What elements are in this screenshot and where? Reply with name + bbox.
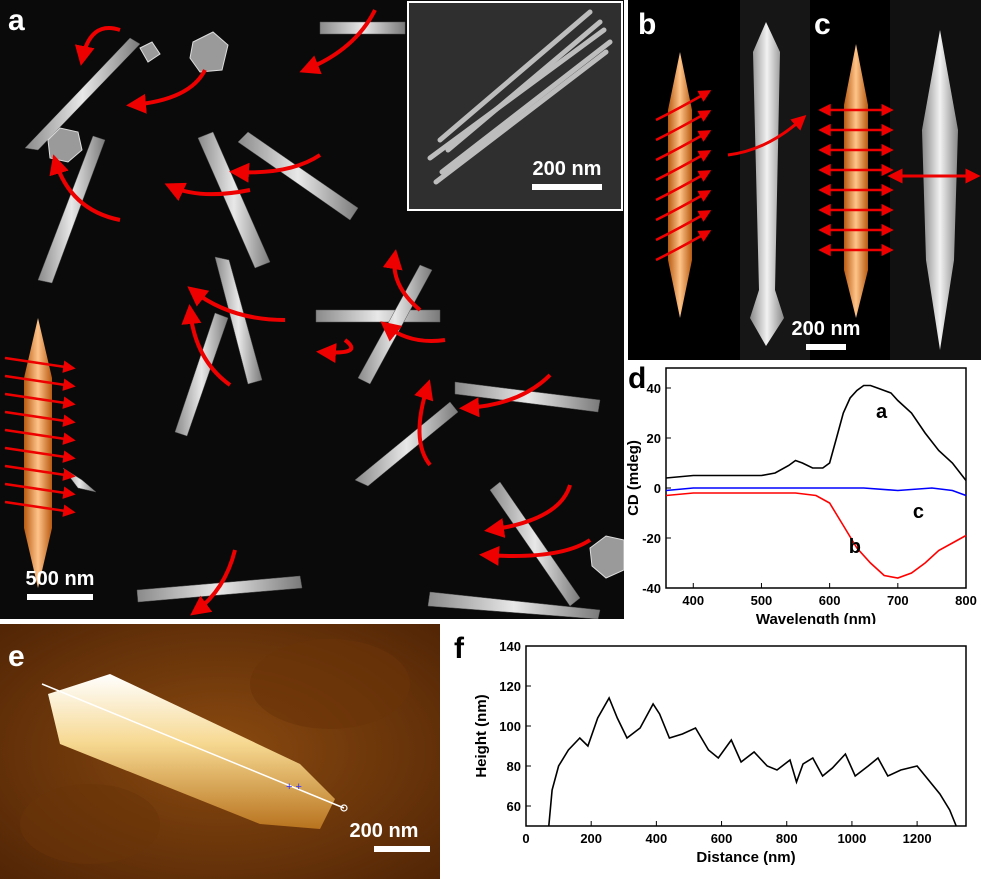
panel-a-label: a <box>8 4 25 37</box>
panel-c-scale-line <box>806 344 846 350</box>
chiral-rod-cartoon <box>4 318 76 588</box>
series-line-0 <box>548 696 957 827</box>
series-line-b <box>665 492 967 579</box>
x-tick-label: 400 <box>646 831 668 846</box>
panel-a-inset-scale-line <box>532 184 602 190</box>
panel-a-scale-text: 500 nm <box>25 568 95 590</box>
x-axis-label: Wavelength (nm) <box>756 611 876 624</box>
x-tick-label: 800 <box>955 593 977 608</box>
panel-e-scale-text: 200 nm <box>349 820 419 842</box>
panel-e-scale-line <box>374 846 430 852</box>
panel-c-scale-text: 200 nm <box>791 318 861 340</box>
y-tick-label: 140 <box>499 639 521 654</box>
panel-e-scale-bar: 200 nm <box>334 820 434 852</box>
series-line-c <box>665 487 967 497</box>
x-tick-label: 500 <box>751 593 773 608</box>
height-profile-svg: 0 200 400 600 800 1000 1200 60 80 100 120 140 Distan… <box>473 639 967 866</box>
y-tick-label: 80 <box>507 759 521 774</box>
nanoparticles <box>47 31 624 579</box>
panel-e-label: e <box>8 640 25 673</box>
panel-a-inset <box>407 1 623 211</box>
panel-c-label: c <box>814 8 831 41</box>
panel-a-drawing <box>4 1 624 619</box>
y-axis-label: CD (mdeg) <box>625 440 642 516</box>
x-tick-label: 600 <box>711 831 733 846</box>
panel-bc-tem-image: b c 200 nm <box>628 0 981 360</box>
y-tick-label: 20 <box>647 431 661 446</box>
series-label-c: c <box>913 501 924 523</box>
x-tick-label: 800 <box>776 831 798 846</box>
x-tick-label: 1200 <box>903 831 932 846</box>
panel-c-scale-bar: 200 nm <box>776 318 876 350</box>
x-axis-label: Distance (nm) <box>696 849 795 866</box>
y-tick-label: 100 <box>499 719 521 734</box>
panel-b-label: b <box>638 8 657 41</box>
cd-spectrum-svg: 400 500 600 700 800 -40 -20 0 20 40 Wavelength (nm… <box>625 367 977 624</box>
afm-profile-line <box>41 683 345 809</box>
panel-d-cd-chart: 400 500 600 700 800 -40 -20 0 20 40 Wavelength (nm… <box>624 362 981 625</box>
y-tick-label: -40 <box>642 581 661 596</box>
series-label-b: b <box>849 536 861 558</box>
svg-text:+ +: + + <box>286 781 302 793</box>
panel-a-sem-image: a 200 nm 500 nm <box>0 0 624 619</box>
x-tick-label: 200 <box>580 831 602 846</box>
x-tick-label: 1000 <box>837 831 866 846</box>
series-label-a: a <box>876 401 888 423</box>
plot-frame <box>525 645 967 827</box>
y-tick-label: 40 <box>647 381 661 396</box>
panel-f-height-chart: 0 200 400 600 800 1000 1200 60 80 100 120 140 Distan… <box>446 626 981 879</box>
panel-f-label: f <box>454 632 464 665</box>
panel-a-inset-scale-bar: 200 nm <box>522 158 612 190</box>
panel-a-inset-scale-text: 200 nm <box>532 158 602 180</box>
panel-e-drawing: + + <box>0 624 440 879</box>
plot-frame <box>665 367 967 589</box>
panel-e-afm-image: + + e 200 nm <box>0 624 440 879</box>
y-tick-label: 0 <box>654 481 661 496</box>
x-tick-label: 0 <box>522 831 529 846</box>
y-axis-label: Height (nm) <box>473 694 490 777</box>
panel-a-scale-line <box>27 594 93 600</box>
rotation-arrows <box>49 9 592 616</box>
y-tick-label: 120 <box>499 679 521 694</box>
panel-d-label: d <box>628 362 647 395</box>
x-tick-label: 700 <box>887 593 909 608</box>
x-tick-label: 600 <box>819 593 841 608</box>
y-tick-label: 60 <box>507 799 521 814</box>
panel-a-scale-bar: 500 nm <box>12 568 108 600</box>
x-tick-label: 400 <box>682 593 704 608</box>
series-line-a <box>665 384 967 481</box>
panel-bc-drawing <box>655 0 981 360</box>
y-tick-label: -20 <box>642 531 661 546</box>
afm-rod <box>48 674 335 829</box>
